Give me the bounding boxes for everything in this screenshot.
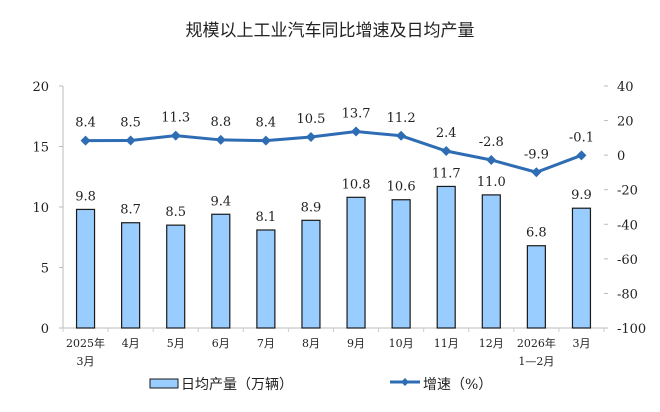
right-tick-label: 0 <box>617 149 625 164</box>
line-marker <box>486 154 497 165</box>
bar <box>436 185 456 329</box>
line-label: 11.3 <box>161 111 190 126</box>
x-tick-label: 3月 <box>572 337 590 350</box>
line-marker <box>396 130 407 141</box>
line-label: 8.4 <box>256 116 277 131</box>
bar-label: 11.0 <box>477 175 506 190</box>
line-marker <box>441 145 452 156</box>
line-label: -9.9 <box>524 147 549 162</box>
bar-label: 10.6 <box>387 180 416 195</box>
line-marker <box>80 135 91 146</box>
right-tick-label: 40 <box>617 80 634 95</box>
x-tick-label: 9月 <box>347 337 365 350</box>
legend-bar-swatch <box>149 378 179 389</box>
right-tick-label: -60 <box>617 253 638 268</box>
bar <box>571 207 592 329</box>
line-label: 11.2 <box>387 111 416 126</box>
x-tick-label: 10月 <box>389 337 414 350</box>
bar-label: 8.1 <box>256 210 277 225</box>
line-marker <box>170 130 181 141</box>
x-tick-label: 12月 <box>479 337 504 350</box>
line-marker <box>576 150 587 161</box>
line-label: -2.8 <box>479 135 504 150</box>
bar-label: 8.9 <box>301 200 322 215</box>
bar <box>256 229 276 329</box>
line-marker <box>260 135 271 146</box>
legend-diamond-icon <box>401 378 409 386</box>
left-tick-label: 0 <box>41 322 49 337</box>
left-tick-label: 20 <box>32 80 49 95</box>
left-tick-label: 15 <box>32 141 49 156</box>
line-marker <box>215 134 226 145</box>
bar <box>391 199 411 329</box>
legend-bar-label: 日均产量（万辆） <box>181 377 293 393</box>
line-marker <box>125 135 136 146</box>
bar <box>481 194 501 329</box>
bar-label: 9.8 <box>75 189 96 204</box>
growth-line <box>85 129 582 174</box>
x-tick-label: 7月 <box>257 337 275 350</box>
bar-label: 8.7 <box>120 203 141 218</box>
legend-line-label: 增速（%） <box>423 377 492 393</box>
bar <box>346 196 366 329</box>
line-label: 8.5 <box>120 115 141 130</box>
right-tick-label: 20 <box>617 115 634 130</box>
bar <box>301 219 321 329</box>
x-tick-label: 3月 <box>77 355 95 368</box>
bar-label: 8.5 <box>165 205 186 220</box>
line-marker <box>531 167 542 178</box>
x-tick-label: 11月 <box>434 337 459 350</box>
x-tick-label: 8月 <box>302 337 320 350</box>
line-label: 10.5 <box>296 112 325 127</box>
left-tick-label: 10 <box>32 201 49 216</box>
line-marker <box>305 131 316 142</box>
bar-label: 9.9 <box>571 188 592 203</box>
line-label: -0.1 <box>569 130 594 145</box>
x-tick-label: 6月 <box>212 337 230 350</box>
bar-label: 6.8 <box>526 226 547 241</box>
line-label: 8.8 <box>210 115 231 130</box>
line-label: 8.4 <box>75 116 96 131</box>
x-tick-label: 4月 <box>122 337 140 350</box>
line-label: 2.4 <box>436 126 457 141</box>
right-tick-label: -80 <box>617 287 638 302</box>
right-tick-label: -100 <box>617 322 646 337</box>
chart-title: 规模以上工业汽车同比增速及日均产量 <box>186 21 475 41</box>
bar-label: 11.7 <box>432 166 461 181</box>
bar <box>211 213 231 329</box>
x-tick-label: 2025年 <box>66 336 105 350</box>
x-tick-label: 2026年 <box>517 336 556 350</box>
bar <box>166 224 186 329</box>
x-tick-label: 5月 <box>167 337 185 350</box>
left-tick-label: 5 <box>41 262 49 277</box>
line-marker <box>351 126 362 137</box>
right-tick-label: -40 <box>617 218 638 233</box>
bar-label: 9.4 <box>210 194 231 209</box>
bar-label: 10.8 <box>342 177 371 192</box>
line-label: 13.7 <box>342 106 371 121</box>
bar <box>526 245 546 329</box>
x-tick-label: 1—2月 <box>518 355 554 368</box>
right-tick-label: -20 <box>617 184 638 199</box>
bar <box>75 208 96 329</box>
bar <box>121 222 141 329</box>
